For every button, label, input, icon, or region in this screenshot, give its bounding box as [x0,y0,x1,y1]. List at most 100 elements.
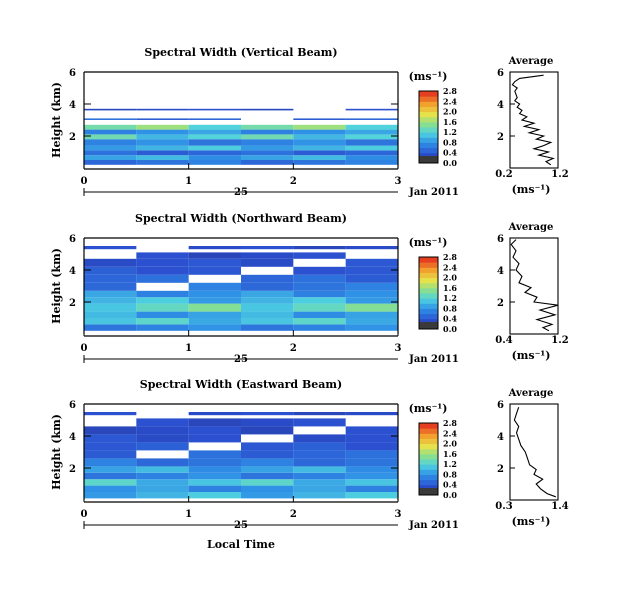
heatmap-cell [188,129,241,135]
heatmap-cell [84,324,137,331]
heatmap-cell [293,155,346,160]
heatmap-cell [241,466,294,473]
heatmap-cell [84,442,137,451]
heatmap-cell [345,155,398,160]
heatmap-cell [188,434,241,443]
y-tick-label: 4 [69,100,76,111]
chart-panel-1: Spectral Width (Vertical Beam) 2 4 6 Height … [50,46,569,198]
heatmap-cell [345,426,398,435]
x-tick-label: 3 [395,176,402,187]
heatmap-cell [241,282,294,291]
heatmap-cell [241,124,294,130]
average-y-tick-label: 4 [497,266,504,277]
heatmap-cell [241,479,294,486]
heatmap-cell [84,282,137,291]
heatmap-cell [136,160,189,165]
heatmap-cell [136,418,189,427]
heatmap-cell [293,290,346,298]
heatmap-cell [136,118,189,120]
colorbar-bin [419,262,438,268]
colorbar-unit: (ms⁻¹) [409,236,448,249]
heatmap-cell [136,252,189,259]
colorbar-bin [419,303,438,309]
heatmap-cell [136,458,189,467]
average-x-tick-label: 1.2 [551,169,568,180]
heatmap-cell [345,145,398,151]
heatmap-cell [84,108,137,111]
colorbar-tick-label: 0.4 [443,148,457,158]
average-x-tick-label: 1.4 [551,501,568,512]
heatmap-cell [188,311,241,318]
heatmap-cell [136,466,189,473]
heatmap-cell [241,450,294,459]
heatmap-cell [136,266,189,275]
average-y-tick-label: 6 [497,68,504,79]
heatmap-cell [293,485,346,492]
colorbar-bin [419,433,438,439]
colorbar-bin [419,438,438,445]
heatmap-cell [84,412,137,416]
y-axis-label: Height (km) [50,248,63,324]
x-tick-label: 2 [290,343,297,354]
heatmap-cell [345,412,398,416]
heatmap-cell [293,252,346,259]
average-frame [509,237,559,335]
heatmap-cell [241,134,294,140]
y-tick-label: 2 [69,298,76,309]
colorbar-bin [419,469,438,475]
month-label: Jan 2011 [408,187,459,198]
heatmap-cell [345,297,398,304]
heatmap-cell [84,466,137,473]
colorbar-bin [419,152,438,159]
y-tick-label: 4 [69,266,76,277]
colorbar-tick-label: 0.4 [443,314,457,324]
heatmap-cell [345,246,398,250]
x-tick-label: 0 [81,176,88,187]
x-tick-label: 1 [185,509,192,520]
x-tick-label: 2 [290,176,297,187]
colorbar-bin [419,132,438,138]
heatmap-cell [188,324,241,331]
heatmap-cell [241,160,294,165]
x-tick-label: 3 [395,509,402,520]
heatmap-cell [345,124,398,130]
heatmap-cell [84,303,137,312]
heatmap-cell [84,318,137,325]
heatmap-cell [345,160,398,165]
colorbar-bin [419,142,438,149]
heatmap-cell [345,282,398,291]
heatmap-cell [84,274,137,283]
heatmap-cell [136,318,189,325]
heatmap-cell [136,297,189,304]
heatmap-cell [188,145,241,151]
heatmap-cell [241,139,294,146]
colorbar-tick-label: 0.0 [443,324,457,334]
heatmap-cell [84,426,137,435]
colorbar-tick-label: 0.8 [443,469,457,479]
colorbar-bin [419,257,438,263]
heatmap-cell [84,160,137,165]
average-y-tick-label: 2 [497,464,504,475]
heatmap-cell [345,129,398,135]
day-label: 25 [234,520,248,531]
heatmap-cell [84,434,137,443]
heatmap-cell [293,442,346,451]
heatmap-cell [345,318,398,325]
chart-title: Spectral Width (Eastward Beam) [140,378,342,391]
y-tick-label: 6 [69,400,76,411]
x-axis-label: Local Time [207,538,275,551]
heatmap-cell [84,311,137,318]
heatmap-cell [345,324,398,331]
colorbar-tick-label: 0.0 [443,158,457,168]
month-label: Jan 2011 [408,354,459,365]
average-unit: (ms⁻¹) [512,183,551,196]
heatmap-cell [293,246,346,250]
heatmap-cell [293,303,346,312]
colorbar-bin [419,464,438,470]
x-tick-label: 3 [395,343,402,354]
chart-title: Spectral Width (Vertical Beam) [144,46,337,59]
colorbar-tick-label: 1.2 [443,459,457,469]
colorbar-bin [419,106,438,113]
heatmap-cell [241,426,294,435]
heatmap-cell [345,258,398,267]
